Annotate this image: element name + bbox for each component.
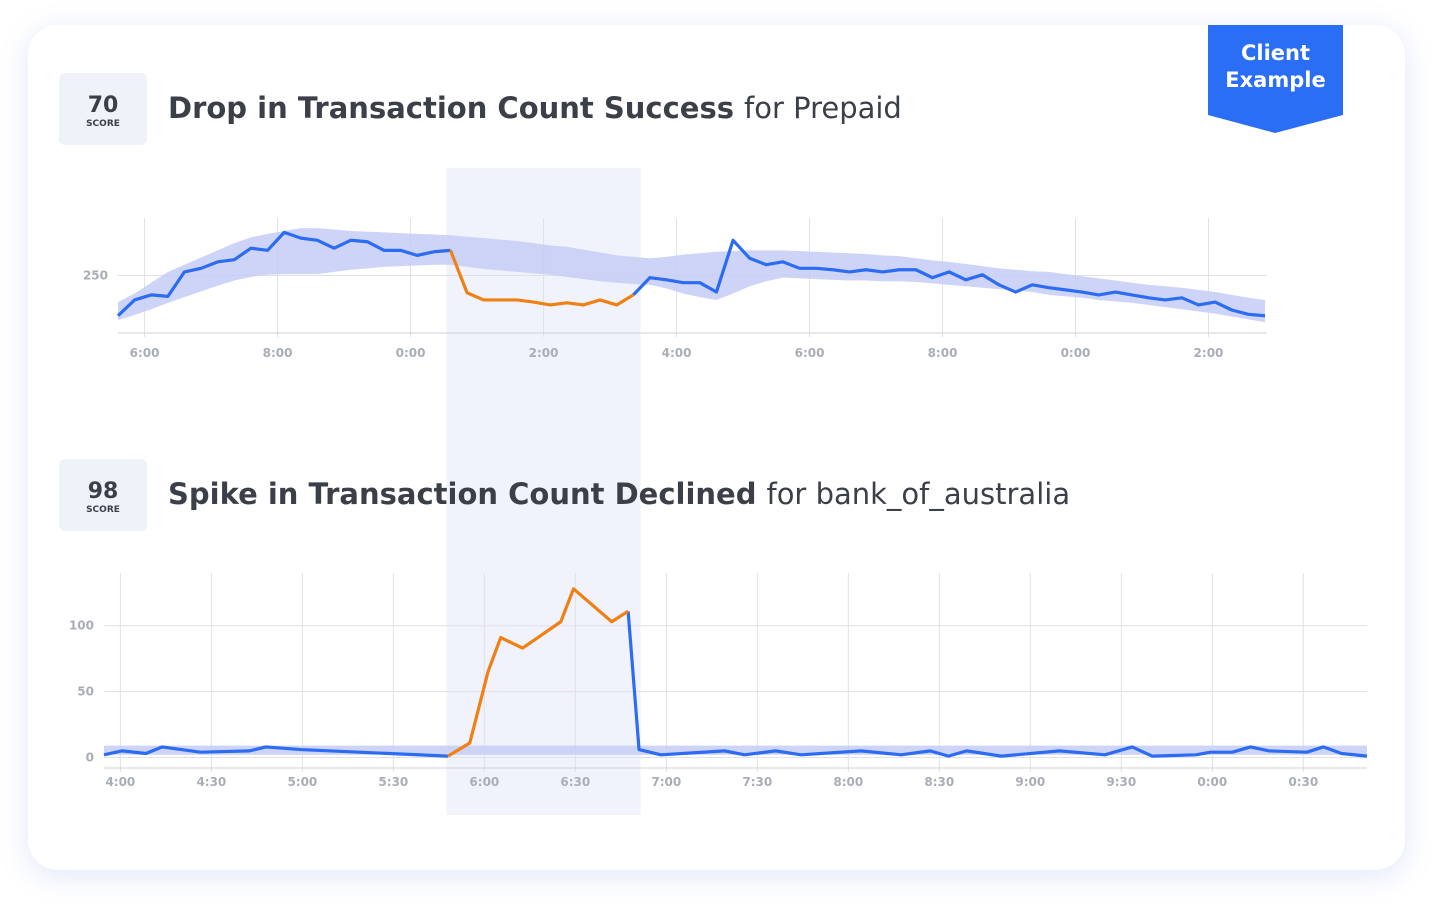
expected-band	[104, 745, 1367, 755]
y-tick-label: 50	[77, 685, 94, 699]
card	[28, 25, 1405, 870]
x-tick-label: 8:00	[263, 346, 293, 360]
x-tick-label: 0:00	[1061, 346, 1091, 360]
y-tick-label: 250	[83, 269, 108, 283]
x-tick-label: 7:30	[742, 775, 772, 789]
score-badge	[59, 73, 147, 145]
x-tick-label: 9:30	[1106, 775, 1136, 789]
x-tick-label: 6:00	[469, 775, 499, 789]
x-tick-label: 2:00	[1194, 346, 1224, 360]
series-line	[103, 611, 1368, 758]
score-label: SCORE	[86, 505, 120, 515]
plots: 6:00 8:00 0:00 2:00 4:00 6:00 8:00 0:00 2:00 250 4…	[69, 218, 1368, 789]
x-tick-label: 8:00	[833, 775, 863, 789]
score: 98	[88, 479, 119, 504]
series-line	[447, 587, 629, 758]
client-badge	[1208, 25, 1343, 133]
y-tick-label: 0	[86, 750, 94, 764]
chart-title: Spike in Transaction Count Declined for b…	[168, 477, 1070, 511]
x-tick-label: 8:00	[928, 346, 958, 360]
chart: 4:00 4:30 5:00 5:30 6:00 6:30 7:00 7:30 8:00 8:30…	[69, 573, 1368, 789]
x-tick-label: 9:00	[1015, 775, 1045, 789]
client-badge-text: Client Example	[1225, 41, 1326, 92]
client-badge-box: Client Example	[1225, 41, 1326, 92]
x-tick-label: 0:00	[396, 346, 426, 360]
chart: 6:00 8:00 0:00 2:00 4:00 6:00 8:00 0:00 2:00 250	[83, 218, 1267, 360]
x-tick-label: 0:00	[1197, 775, 1227, 789]
series-line	[448, 249, 635, 307]
x-tick-label: 4:00	[662, 346, 692, 360]
title-strong: Drop in Transaction Count Success	[168, 91, 734, 125]
x-tick-label: 4:00	[105, 775, 135, 789]
y-tick-label: 100	[69, 619, 94, 633]
x-tick-label: 8:30	[924, 775, 954, 789]
series-line	[116, 230, 1266, 318]
x-tick-label: 5:30	[378, 775, 408, 789]
x-tick-label: 7:00	[651, 775, 681, 789]
chart-title: Drop in Transaction Count Success for Pre…	[168, 91, 902, 125]
score-label: SCORE	[86, 119, 120, 129]
x-tick-label: 6:30	[560, 775, 590, 789]
x-tick-label: 2:00	[529, 346, 559, 360]
score-badge	[59, 459, 147, 531]
x-tick-label: 0:30	[1288, 775, 1318, 789]
x-tick-label: 6:00	[130, 346, 160, 360]
score: 70	[88, 93, 119, 118]
title-subject: for Prepaid	[744, 91, 902, 125]
x-tick-label: 4:30	[196, 775, 226, 789]
x-tick-label: 5:00	[287, 775, 317, 789]
x-tick-label: 6:00	[795, 346, 825, 360]
title-strong: Spike in Transaction Count Declined	[168, 477, 756, 511]
title-subject: for bank_of_australia	[766, 477, 1070, 511]
